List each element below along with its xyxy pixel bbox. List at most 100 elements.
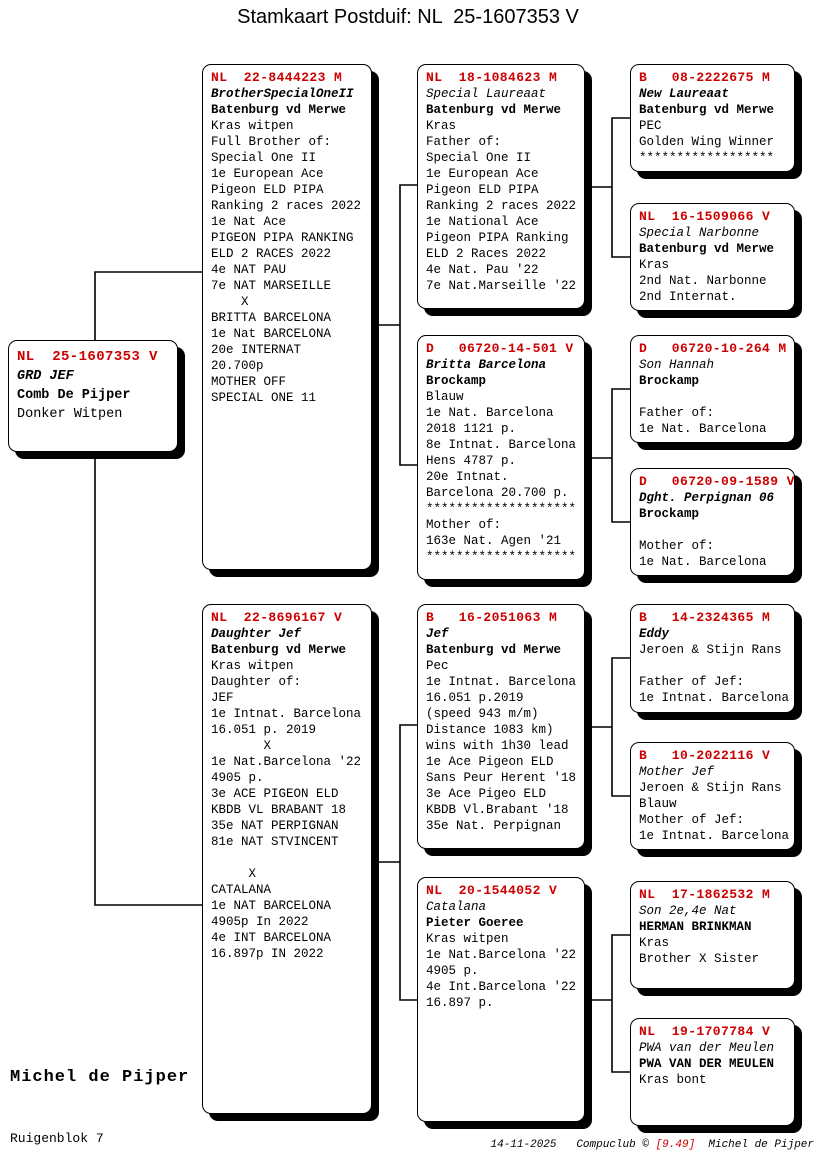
- box-line: Golden Wing Winner: [639, 135, 775, 149]
- box-line: Distance 1083 km): [426, 723, 554, 737]
- box-line: Special Narbonne: [639, 226, 760, 240]
- box-line: Blauw: [426, 390, 464, 404]
- box-line: Son 2e,4e Nat: [639, 904, 737, 918]
- box-line: [639, 658, 788, 674]
- box-line: Kras witpen: [211, 659, 294, 673]
- box-line: 81e NAT STVINCENT: [211, 835, 339, 849]
- box-line: Brockamp: [426, 374, 487, 388]
- box-line: Batenburg vd Merwe: [426, 103, 562, 117]
- pedigree-box-paternal-grandmother: D 06720-14-501 V Britta Barcelona Brockamp…: [417, 335, 585, 580]
- box-line: 7e Nat.Marseille '22: [426, 279, 577, 293]
- pedigree-box-great-grandparent-8: NL 19-1707784 V PWA van der Meulen PWA VAN…: [630, 1018, 795, 1126]
- box-line: wins with 1h30 lead: [426, 739, 569, 753]
- box-line: Ranking 2 races 2022: [426, 199, 577, 213]
- box-line: 1e Intnat. Barcelona: [211, 707, 362, 721]
- box-line: Jeroen & Stijn Rans: [639, 781, 782, 795]
- owner-block: Michel de Pijper Ruigenblok 7 4741 DC Ho…: [10, 1032, 189, 1172]
- box-line: MOTHER OFF: [211, 375, 287, 389]
- box-line: [211, 850, 365, 866]
- box-line: 16.051 p.2019: [426, 691, 524, 705]
- page-title: Stamkaart Postduif: NL 25-1607353 V: [237, 6, 579, 28]
- box-line: Dght. Perpignan 06: [639, 491, 775, 505]
- box-line: PWA van der Meulen: [639, 1041, 775, 1055]
- box-line: BRITTA BARCELONA: [211, 311, 332, 325]
- box-line: 1e National Ace: [426, 215, 539, 229]
- box-line: Daughter Jef: [211, 627, 302, 641]
- box-line: Batenburg vd Merwe: [426, 643, 562, 657]
- box-line: 16.897 p.: [426, 996, 494, 1010]
- box-line: 3e ACE PIGEON ELD: [211, 787, 339, 801]
- box-line: (speed 943 m/m): [426, 707, 539, 721]
- box-line: Batenburg vd Merwe: [639, 242, 775, 256]
- owner-name: Michel de Pijper: [10, 1068, 190, 1087]
- box-line: JEF: [211, 691, 234, 705]
- box-line: Mother of:: [426, 518, 502, 532]
- box-line: 1e Intnat. Barcelona: [639, 691, 790, 705]
- pedigree-box-great-grandparent-3: D 06720-10-264 M Son Hannah Brockamp Fathe…: [630, 335, 795, 443]
- box-line: Barcelona 20.700 p.: [426, 486, 569, 500]
- box-line: X: [211, 295, 249, 309]
- ring-number: B 10-2022116 V: [639, 748, 771, 763]
- box-line: 4e NAT PAU: [211, 263, 287, 277]
- box-line: 1e European Ace: [426, 167, 539, 181]
- box-line: Jeroen & Stijn Rans: [639, 643, 782, 657]
- box-line: Kras witpen: [426, 932, 509, 946]
- box-line: Batenburg vd Merwe: [211, 643, 347, 657]
- box-line: Kras: [426, 119, 457, 133]
- ring-number: NL 19-1707784 V: [639, 1024, 771, 1039]
- pedigree-box-mother: NL 22-8696167 V Daughter Jef Batenburg vd …: [202, 604, 372, 1114]
- ring-number: D 06720-14-501 V: [426, 341, 574, 356]
- box-line: 4905p In 2022: [211, 915, 309, 929]
- box-line: KBDB Vl.Brabant '18: [426, 803, 569, 817]
- ring-number: NL 22-8696167 V: [211, 610, 343, 625]
- pedigree-box-father: NL 22-8444223 M BrotherSpecialOneII Batenb…: [202, 64, 372, 570]
- box-line: 16.051 p. 2019: [211, 723, 317, 737]
- box-line: 1e Intnat. Barcelona: [426, 675, 577, 689]
- box-line: Batenburg vd Merwe: [639, 103, 775, 117]
- box-line: 1e Nat.Barcelona '22: [426, 948, 577, 962]
- box-line: Mother Jef: [639, 765, 715, 779]
- box-line: Kras bont: [639, 1073, 707, 1087]
- box-line: CATALANA: [211, 883, 272, 897]
- pedigree-box-maternal-grandfather: B 16-2051063 M Jef Batenburg vd Merwe Pec 1e…: [417, 604, 585, 849]
- box-line: 1e Intnat. Barcelona: [639, 829, 790, 843]
- box-line: 1e Nat Ace: [211, 215, 287, 229]
- ring-number: D 06720-10-264 M: [639, 341, 787, 356]
- ring-number: NL 20-1544052 V: [426, 883, 558, 898]
- box-line: Kras: [639, 936, 670, 950]
- box-line: PEC: [639, 119, 662, 133]
- box-line: 2nd Internat.: [639, 290, 737, 304]
- box-line: Brockamp: [639, 507, 700, 521]
- box-line: Hens 4787 p.: [426, 454, 517, 468]
- pedigree-box-subject: NL 25-1607353 V GRD JEF Comb De Pijper Donk…: [8, 340, 178, 452]
- box-line: Catalana: [426, 900, 487, 914]
- box-line: 1e Nat. Barcelona: [426, 406, 554, 420]
- footer-date: 14-11-2025: [490, 1139, 557, 1151]
- box-line: 4e Int.Barcelona '22: [426, 980, 577, 994]
- ring-number: NL 16-1509066 V: [639, 209, 771, 224]
- ring-number: D 06720-09-1589 V: [639, 474, 795, 489]
- ring-number: B 14-2324365 M: [639, 610, 771, 625]
- box-line: Father of:: [426, 135, 502, 149]
- box-line: Eddy: [639, 627, 670, 641]
- box-line: Son Hannah: [639, 358, 715, 372]
- box-line: ELD 2 RACES 2022: [211, 247, 332, 261]
- footer-author: Michel de Pijper: [708, 1139, 814, 1151]
- box-line: Father of:: [639, 406, 715, 420]
- box-line: Pigeon PIPA Ranking: [426, 231, 569, 245]
- ring-number: NL 22-8444223 M: [211, 70, 343, 85]
- pedigree-box-maternal-grandmother: NL 20-1544052 V Catalana Pieter Goeree Kras…: [417, 877, 585, 1122]
- box-line: 1e Nat.Barcelona '22: [211, 755, 362, 769]
- ring-number: NL 25-1607353 V: [17, 349, 158, 365]
- box-line: ********************: [426, 502, 577, 516]
- box-line: New Laureaat: [639, 87, 730, 101]
- box-line: Britta Barcelona: [426, 358, 547, 372]
- box-line: PIGEON PIPA RANKING: [211, 231, 354, 245]
- box-line: Pec: [426, 659, 449, 673]
- box-line: Mother of:: [639, 539, 715, 553]
- footer-app-name: Compuclub ©: [576, 1139, 649, 1151]
- box-line: 163e Nat. Agen '21: [426, 534, 562, 548]
- ring-number: B 08-2222675 M: [639, 70, 771, 85]
- box-line: Special One II: [426, 151, 532, 165]
- box-line: 2018 1121 p.: [426, 422, 517, 436]
